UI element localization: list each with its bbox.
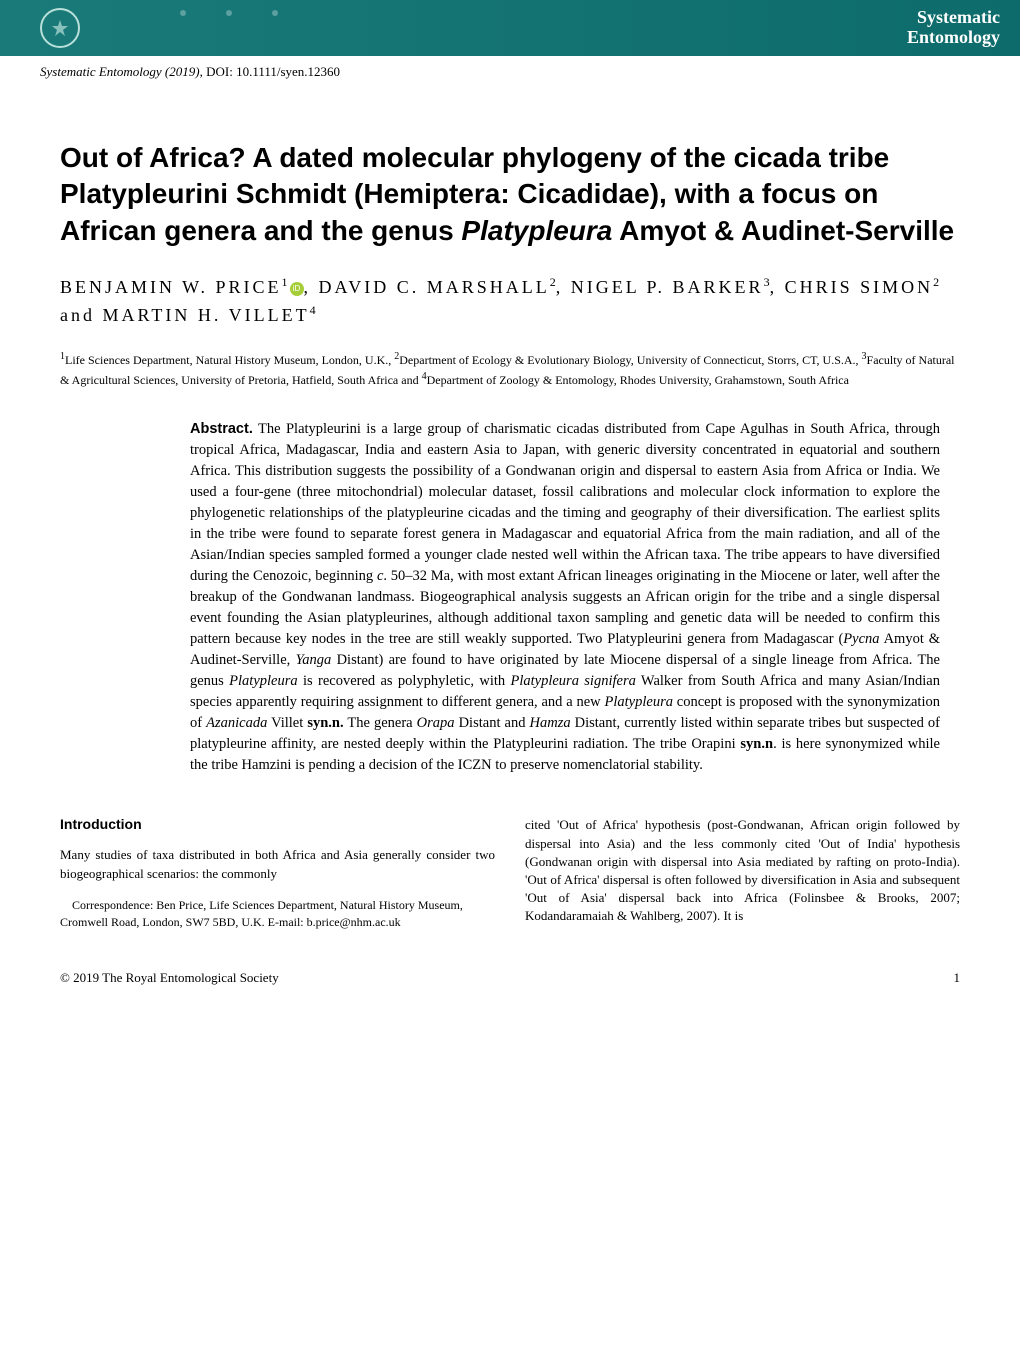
main-content: Out of Africa? A dated molecular phyloge…	[0, 80, 1020, 960]
author-3-sup: 3	[764, 275, 770, 289]
introduction-heading: Introduction	[60, 816, 495, 832]
title-genus: Platypleura	[461, 215, 612, 246]
author-5-sup: 4	[310, 303, 316, 317]
intro-col1-text: Many studies of taxa distributed in both…	[60, 846, 495, 882]
citation-journal: Systematic Entomology	[40, 64, 162, 79]
orcid-icon[interactable]	[290, 282, 304, 296]
author-2-sup: 2	[550, 275, 556, 289]
author-1-sup: 1	[282, 275, 288, 289]
abstract-text: Abstract. The Platypleurini is a large g…	[190, 419, 940, 776]
author-2: DAVID C. MARSHALL	[319, 277, 550, 297]
abstract-block: Abstract. The Platypleurini is a large g…	[190, 419, 940, 776]
abstract-label: Abstract.	[190, 421, 253, 437]
affiliations: 1Life Sciences Department, Natural Histo…	[60, 349, 960, 389]
body-columns: Introduction Many studies of taxa distri…	[60, 816, 960, 930]
journal-name-line2: Entomology	[907, 28, 1000, 48]
page-number: 1	[954, 970, 961, 986]
aff2: Department of Ecology & Evolutionary Bio…	[399, 353, 861, 367]
right-column: cited 'Out of Africa' hypothesis (post-G…	[525, 816, 960, 930]
society-logo-icon	[40, 8, 80, 48]
citation-doi: 10.1111/syen.12360	[236, 64, 340, 79]
title-part2: Amyot & Audinet-Serville	[612, 215, 954, 246]
left-column: Introduction Many studies of taxa distri…	[60, 816, 495, 930]
citation-line: Systematic Entomology (2019), DOI: 10.11…	[0, 56, 1020, 80]
journal-header-bar: Systematic Entomology	[0, 0, 1020, 56]
page-footer: © 2019 The Royal Entomological Society 1	[0, 960, 1020, 1006]
citation-doi-label: DOI:	[206, 64, 233, 79]
correspondence-note: Correspondence: Ben Price, Life Sciences…	[60, 897, 495, 931]
journal-name-header: Systematic Entomology	[907, 8, 1000, 48]
article-title: Out of Africa? A dated molecular phyloge…	[60, 140, 960, 249]
author-1: BENJAMIN W. PRICE	[60, 277, 282, 297]
aff1: Life Sciences Department, Natural Histor…	[65, 353, 394, 367]
author-4: CHRIS SIMON	[785, 277, 934, 297]
header-decoration	[180, 10, 278, 16]
author-5: MARTIN H. VILLET	[103, 305, 310, 325]
copyright-text: © 2019 The Royal Entomological Society	[60, 970, 279, 986]
aff4: Department of Zoology & Entomology, Rhod…	[427, 373, 849, 387]
intro-col2-text: cited 'Out of Africa' hypothesis (post-G…	[525, 816, 960, 925]
author-list: BENJAMIN W. PRICE1, DAVID C. MARSHALL2, …	[60, 273, 960, 329]
journal-name-line1: Systematic	[907, 8, 1000, 28]
author-3: NIGEL P. BARKER	[571, 277, 764, 297]
citation-year: (2019)	[165, 64, 200, 79]
author-4-sup: 2	[933, 275, 939, 289]
